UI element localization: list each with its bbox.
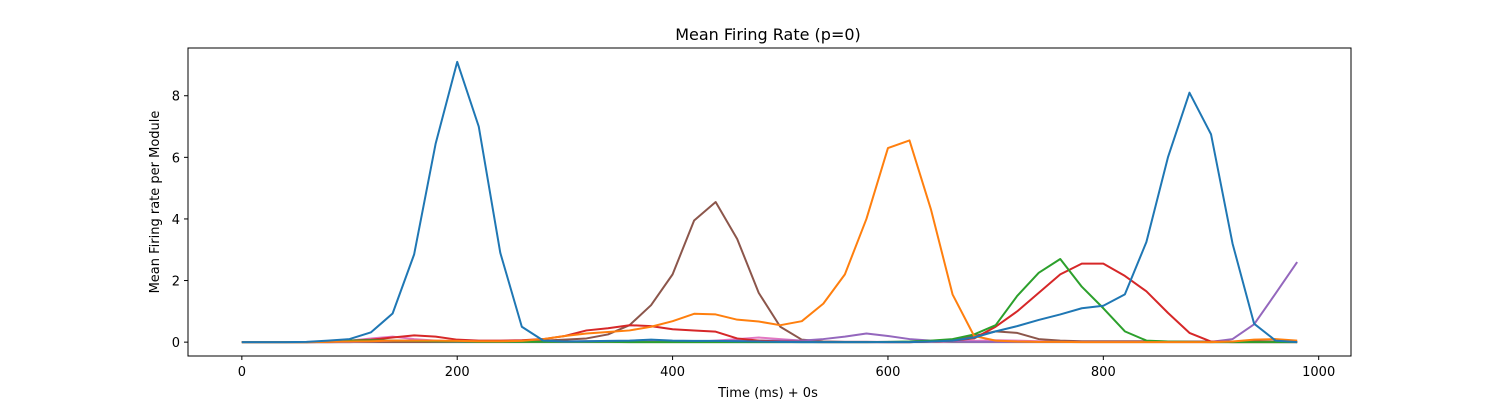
x-tick-label: 400 [660,365,685,380]
x-tick-label: 800 [1091,365,1116,380]
y-tick-label: 8 [172,90,180,105]
x-tick-label: 600 [876,365,901,380]
series-line-2 [241,139,1298,344]
y-tick-label: 2 [172,275,180,290]
tick-layer: 0 200 400 600 800 1000 0 2 4 6 8 [172,90,1336,380]
y-tick-label: 4 [172,213,180,228]
y-tick-label: 6 [172,151,180,166]
x-tick-label: 200 [445,365,470,380]
chart-title: Mean Firing Rate (p=0) [675,25,861,44]
series-line-1 [241,60,1298,344]
x-axis-label: Time (ms) + 0s [717,386,818,400]
x-tick-label: 0 [238,365,246,380]
y-tick-label: 0 [172,336,180,351]
x-tick-label: 1000 [1302,365,1335,380]
series-layer [241,60,1298,344]
plot-area-frame [187,47,1352,357]
y-axis-label: Mean Firing rate per Module [148,111,163,294]
